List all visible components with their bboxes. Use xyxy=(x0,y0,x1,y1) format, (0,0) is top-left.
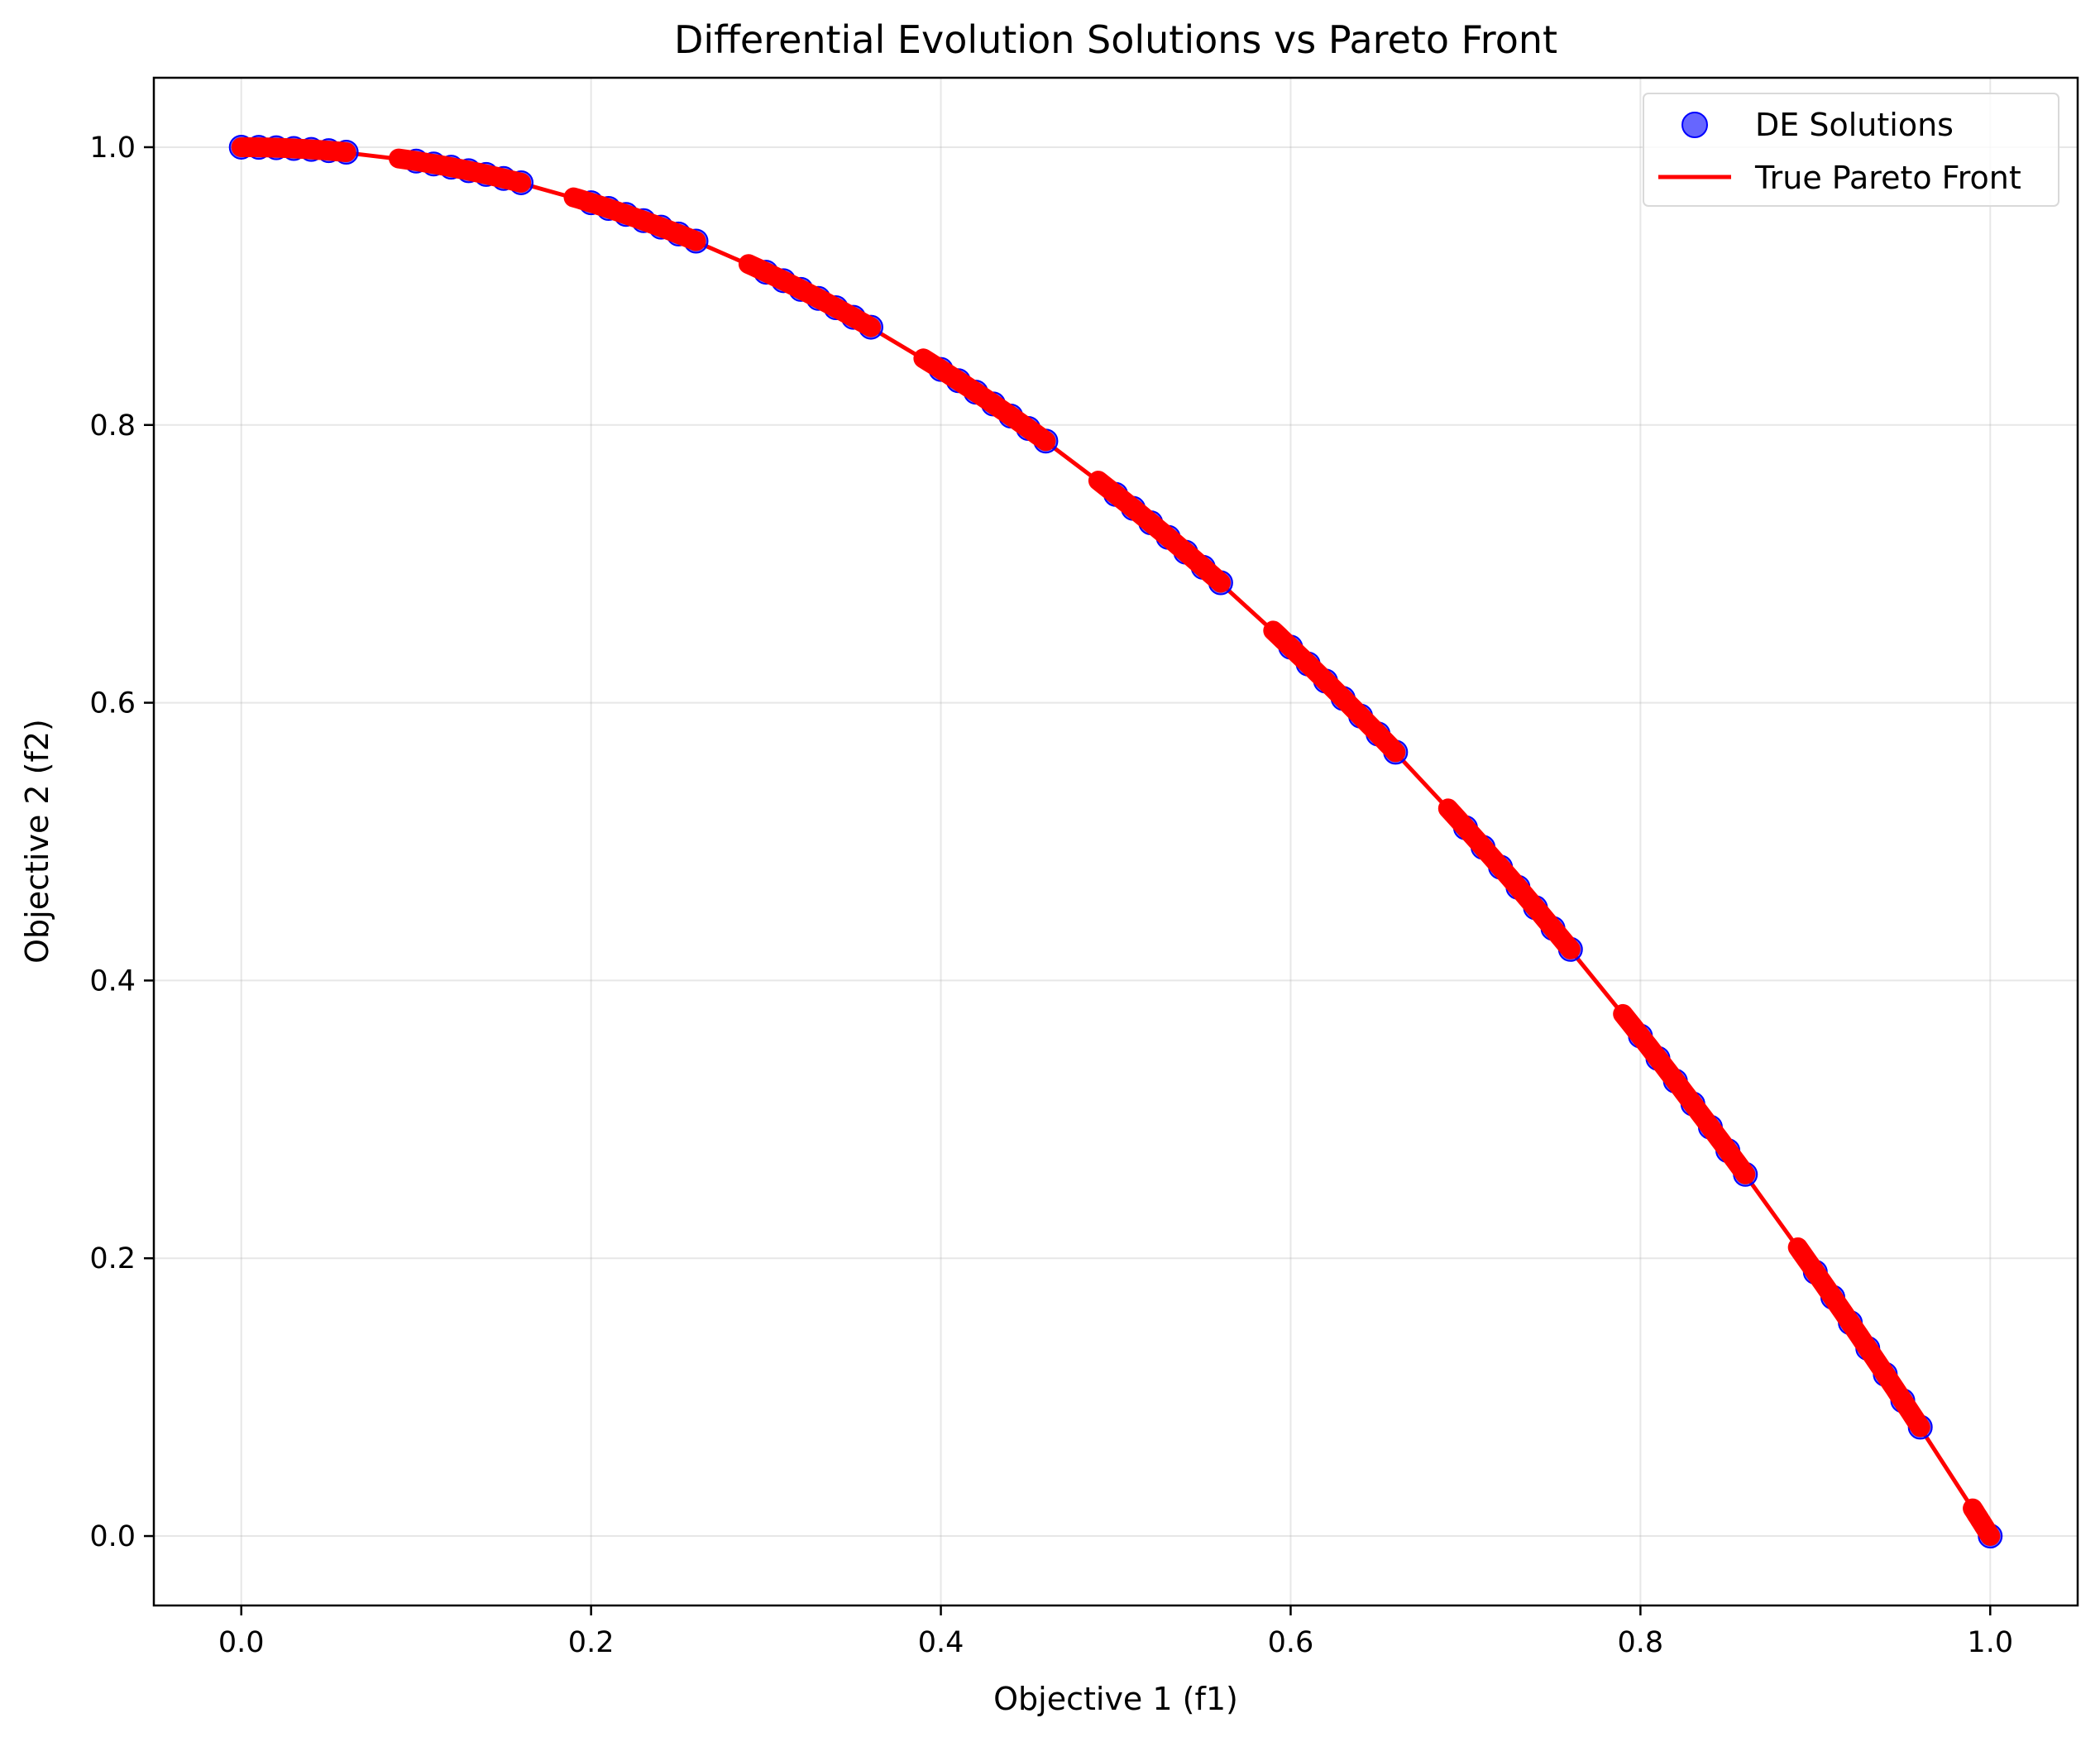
pareto-thick-segments-layer xyxy=(231,137,2001,1546)
x-tick-label: 1.0 xyxy=(1967,1626,2013,1659)
y-tick-label: 0.4 xyxy=(89,964,136,998)
x-tick-label: 0.8 xyxy=(1618,1626,1664,1659)
legend-box xyxy=(1643,93,2059,207)
pareto-thick-segment xyxy=(738,254,881,337)
y-tick-label: 0.6 xyxy=(89,687,136,720)
legend-marker-de-solutions xyxy=(1681,112,1708,138)
x-tick-label: 0.4 xyxy=(918,1626,964,1659)
pareto-thick-segment xyxy=(1963,1498,2001,1546)
ticks-layer: 0.0 0.2 0.4 0.6 0.8 1.0 0.0 0.2 0.4 0.6 0.8 1.0 xyxy=(89,132,2013,1659)
plot-frame xyxy=(152,76,2079,1607)
y-tick-label: 1.0 xyxy=(89,132,136,165)
pareto-thick-segment xyxy=(1437,798,1581,959)
pareto-thick-segment xyxy=(1088,471,1231,593)
chart-title: Differential Evolution Solutions vs Pare… xyxy=(674,17,1557,62)
y-tick-label: 0.0 xyxy=(89,1520,136,1553)
pareto-thick-segment xyxy=(1263,620,1406,763)
legend: DE Solutions True Pareto Front xyxy=(1643,93,2059,207)
x-tick-label: 0.0 xyxy=(218,1626,265,1659)
pareto-thick-segment xyxy=(1787,1237,1930,1438)
pareto-thick-segment xyxy=(1613,1003,1756,1184)
y-axis-label: Objective 2 (f2) xyxy=(19,719,55,964)
pareto-thick-segment xyxy=(389,148,532,193)
x-tick-label: 0.2 xyxy=(568,1626,615,1659)
x-tick-label: 0.6 xyxy=(1268,1626,1314,1659)
pareto-thick-segment xyxy=(913,348,1056,452)
pareto-thick-segment xyxy=(563,187,706,251)
y-tick-label: 0.2 xyxy=(89,1242,136,1275)
y-tick-label: 0.8 xyxy=(89,409,136,443)
grid-layer xyxy=(154,78,2078,1605)
pareto-thick-segment xyxy=(231,137,356,162)
legend-label-de-solutions: DE Solutions xyxy=(1755,107,1954,143)
x-axis-label: Objective 1 (f1) xyxy=(993,1681,1238,1717)
legend-label-pareto-front: True Pareto Front xyxy=(1754,160,2021,196)
